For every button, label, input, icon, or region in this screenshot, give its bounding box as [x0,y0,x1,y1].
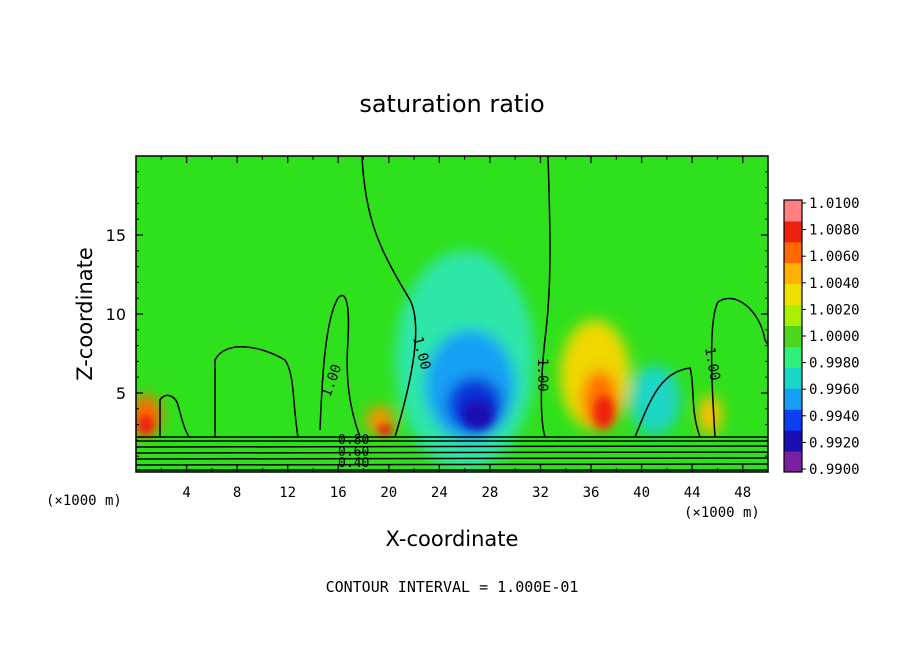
colorbar-label: 0.9920 [809,435,860,451]
colorbar-swatch [784,262,802,285]
x-unit-label-left: (×1000 m) [46,493,122,509]
y-tick-label: 10 [106,305,126,324]
x-axis-label: X-coordinate [386,527,519,551]
contour-lines [136,156,768,471]
dry-region-right [630,365,680,435]
colorbar-label: 0.9960 [809,382,860,398]
x-tick-label: 28 [481,485,498,501]
x-tick-label: 12 [279,485,296,501]
contour-label: 0.60 [338,445,369,460]
plot-area [136,156,768,472]
colorbar-label: 1.0060 [809,249,860,265]
colorbar-swatch [784,220,802,243]
x-tick-label: 36 [583,485,600,501]
colorbar-swatch [784,451,802,473]
colorbar-label: 1.0080 [809,223,860,239]
moist-region-far [698,395,722,435]
x-tick-label: 16 [330,485,347,501]
colorbar: 1.0100 1.0080 1.0060 1.0040 1.0020 1.0000 0.99… [783,196,860,478]
x-tick-label: 44 [684,485,701,501]
x-tick-label: 48 [734,485,751,501]
colorbar-swatch [784,200,802,222]
y-axis-label: Z-coordinate [73,247,97,381]
y-axis: 5 10 15 [106,171,768,457]
contour-label: 1.00 [701,346,723,382]
colorbar-swatch [784,283,802,306]
x-tick-label: 32 [532,485,549,501]
contour-label: 0.40 [338,456,369,471]
x-unit-label-right: (×1000 m) [684,505,760,521]
colorbar-label: 0.9900 [809,462,860,478]
colorbar-swatch [784,304,802,327]
x-tick-label: 20 [380,485,397,501]
x-tick-label: 8 [233,485,241,501]
colorbar-label: 1.0020 [809,302,860,318]
chart-title: saturation ratio [359,90,544,118]
colorbar-label: 0.9980 [809,356,860,372]
x-tick-label: 24 [431,485,448,501]
x-axis: 4 8 12 16 20 24 28 32 36 40 44 48 [160,156,751,501]
y-tick-label: 5 [116,384,126,403]
colorbar-swatch [784,409,802,431]
x-tick-label: 4 [182,485,190,501]
colorbar-label: 1.0040 [809,276,860,292]
contour-label: 1.00 [534,358,550,392]
colorbar-label: 1.0100 [809,196,860,212]
colorbar-swatch [784,346,802,368]
colorbar-swatch [784,325,802,347]
colorbar-label: 1.0000 [809,329,860,345]
x-tick-label: 40 [633,485,650,501]
colorbar-swatch [784,430,802,452]
contour-interval-note: CONTOUR INTERVAL = 1.000E-01 [326,578,579,596]
y-tick-label: 15 [106,226,126,245]
colorbar-swatch [784,388,802,410]
colorbar-swatch [784,367,802,389]
contour-label: 0.80 [338,433,369,448]
colorbar-swatch [784,241,802,264]
colorbar-label: 0.9940 [809,409,860,425]
